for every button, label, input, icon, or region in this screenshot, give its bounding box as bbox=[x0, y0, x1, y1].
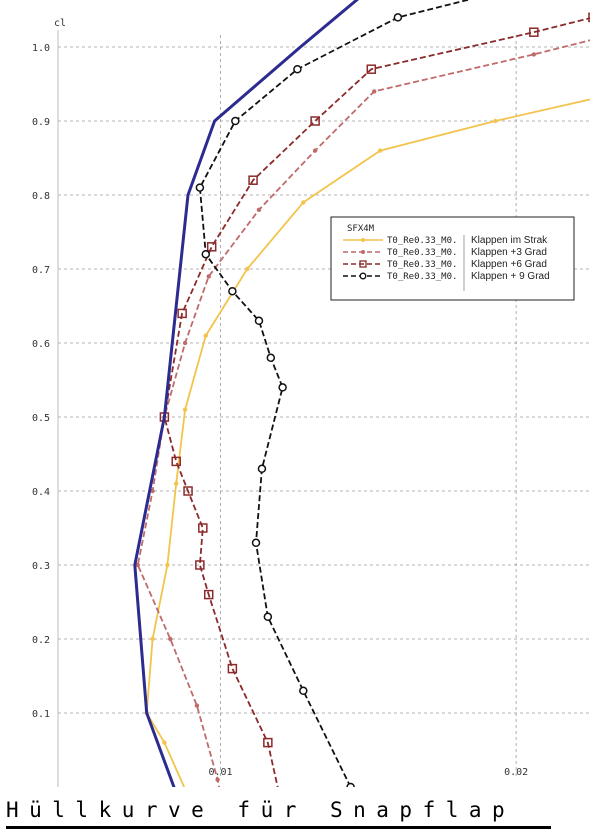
series-3-point bbox=[263, 737, 273, 748]
legend-box bbox=[330, 216, 575, 301]
series-4-point bbox=[393, 13, 403, 22]
y-tick-label: 0.3 bbox=[32, 561, 50, 572]
series-3-point bbox=[529, 27, 539, 37]
series-3-point bbox=[206, 242, 217, 252]
series-2-point bbox=[215, 777, 220, 782]
series-2-point bbox=[531, 52, 537, 57]
series-2-point bbox=[182, 340, 188, 346]
y-tick-label: 1.0 bbox=[32, 43, 50, 54]
series-4-point bbox=[266, 353, 276, 363]
y-tick-label: 0.8 bbox=[32, 191, 50, 202]
series-3-point bbox=[366, 64, 377, 74]
series-2-point bbox=[135, 562, 140, 568]
series-1-point bbox=[182, 407, 188, 412]
series-2-point bbox=[150, 488, 155, 494]
legend-entry-name: T0_Re0.33_M0. bbox=[387, 248, 457, 258]
series-3-point bbox=[198, 523, 208, 533]
series-3-point bbox=[248, 175, 258, 185]
series-5-line bbox=[133, 0, 359, 787]
series-4-point bbox=[299, 686, 308, 696]
series-3-point bbox=[203, 589, 214, 600]
series-3-line bbox=[163, 17, 590, 787]
legend-entry-name: T0_Re0.33_M0. bbox=[387, 272, 457, 282]
series-1-point bbox=[150, 636, 155, 642]
legend-marker bbox=[359, 272, 367, 280]
legend-title: SFX4M bbox=[347, 224, 375, 234]
series-1-point bbox=[174, 481, 179, 486]
legend-entry-name: T0_Re0.33_M0. bbox=[387, 236, 457, 246]
series-4-point bbox=[346, 782, 355, 787]
y-tick-label: 0.6 bbox=[32, 339, 50, 350]
series-4-line bbox=[198, 0, 472, 787]
series-3-point bbox=[195, 560, 205, 570]
series-1-point bbox=[377, 148, 383, 153]
x-tick-label: 0.01 bbox=[209, 767, 233, 778]
series-2-point bbox=[312, 148, 318, 153]
y-tick-label: 0.4 bbox=[32, 487, 50, 498]
series-2-point bbox=[372, 89, 377, 94]
series-1-point bbox=[203, 333, 208, 338]
legend-marker bbox=[359, 260, 367, 268]
series-1-point bbox=[162, 740, 167, 745]
series-layer bbox=[133, 0, 590, 787]
y-axis-label: cl bbox=[54, 18, 66, 29]
series-4-point bbox=[263, 612, 273, 622]
series-4-point bbox=[251, 538, 261, 548]
series-4-point bbox=[254, 316, 264, 326]
plot-area bbox=[133, 0, 590, 787]
caption: Hüllkurve für Snapflap bbox=[6, 798, 551, 829]
y-tick-label: 0.9 bbox=[32, 117, 50, 128]
series-4-point bbox=[278, 383, 287, 392]
series-4-point bbox=[195, 183, 205, 192]
series-2-point bbox=[206, 274, 211, 279]
series-3-point bbox=[227, 663, 238, 674]
legend-marker bbox=[361, 250, 365, 254]
series-3-point bbox=[588, 12, 590, 23]
series-3-point bbox=[177, 308, 187, 319]
y-tick-label: 0.1 bbox=[32, 709, 50, 720]
series-1-point bbox=[165, 562, 170, 568]
y-tick-label: 0.5 bbox=[32, 413, 50, 424]
grid bbox=[58, 35, 590, 777]
series-4-point bbox=[228, 286, 237, 296]
series-4-point bbox=[293, 64, 302, 74]
series-2-point bbox=[256, 207, 262, 212]
series-2-point bbox=[168, 636, 173, 642]
series-4-point bbox=[257, 464, 267, 474]
legend-entry-desc: Klappen im Strak bbox=[471, 235, 548, 246]
series-1-point bbox=[493, 118, 498, 124]
y-tick-label: 0.7 bbox=[32, 265, 50, 276]
axes: 0.1 0.2 0.3 0.4 0.5 0.6 0.7 0.8 0.9 1.0 0.01 0.02 bbox=[32, 30, 528, 787]
series-4-point bbox=[201, 249, 211, 259]
x-tick-label: 0.02 bbox=[504, 767, 528, 778]
legend-entry-desc: Klappen +3 Grad bbox=[471, 247, 547, 258]
legend-entry-name: T0_Re0.33_M0. bbox=[387, 260, 457, 270]
series-2-line bbox=[136, 39, 590, 787]
series-1-point bbox=[244, 266, 250, 272]
legend-marker bbox=[361, 238, 365, 242]
legend-entry-desc: Klappen +6 Grad bbox=[471, 259, 547, 270]
legend-entry-desc: Klappen + 9 Grad bbox=[471, 271, 550, 282]
series-1-point bbox=[301, 200, 306, 205]
y-tick-label: 0.2 bbox=[32, 635, 50, 646]
legend: SFX4M T0_Re0.33_M0. Klappen im Strak T0_Re0… bbox=[330, 216, 575, 301]
series-1-line bbox=[145, 98, 590, 787]
series-3-point bbox=[310, 116, 320, 126]
series-3-point bbox=[183, 486, 193, 496]
series-4-point bbox=[231, 116, 240, 126]
series-2-point bbox=[194, 703, 200, 708]
series-3-point bbox=[171, 456, 181, 467]
